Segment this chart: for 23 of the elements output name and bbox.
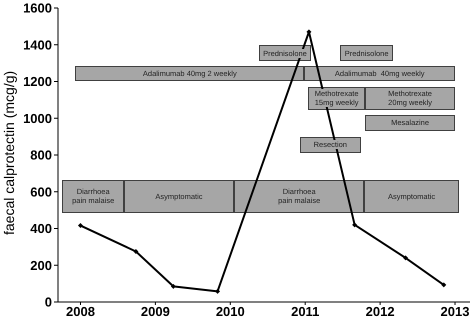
y-tick-label: 1200 xyxy=(23,74,52,90)
y-tick-label: 400 xyxy=(30,221,52,236)
x-tick-label: 2009 xyxy=(140,304,170,320)
x-tick-label: 2008 xyxy=(66,304,95,320)
y-axis-title: faecal calprotectin (mcg/g) xyxy=(0,70,17,235)
x-tick-label: 2010 xyxy=(216,304,245,320)
y-tick-label: 600 xyxy=(30,184,52,200)
point xyxy=(215,288,220,294)
point xyxy=(403,255,408,260)
y-tick-label: 200 xyxy=(30,258,52,273)
y-tick-label: 0 xyxy=(44,294,52,310)
point xyxy=(78,223,83,228)
y-tick-label: 800 xyxy=(30,148,52,163)
point xyxy=(352,222,358,228)
x-tick-label: 2013 xyxy=(440,304,470,320)
y-tick-label: 1400 xyxy=(23,37,52,52)
point xyxy=(133,248,138,254)
point xyxy=(441,282,446,288)
y-tick-label: 1600 xyxy=(23,0,52,16)
x-tick-label: 2012 xyxy=(366,304,395,320)
x-tick-label: 2011 xyxy=(291,304,320,320)
y-tick-label: 1000 xyxy=(23,110,52,126)
point xyxy=(170,284,176,289)
